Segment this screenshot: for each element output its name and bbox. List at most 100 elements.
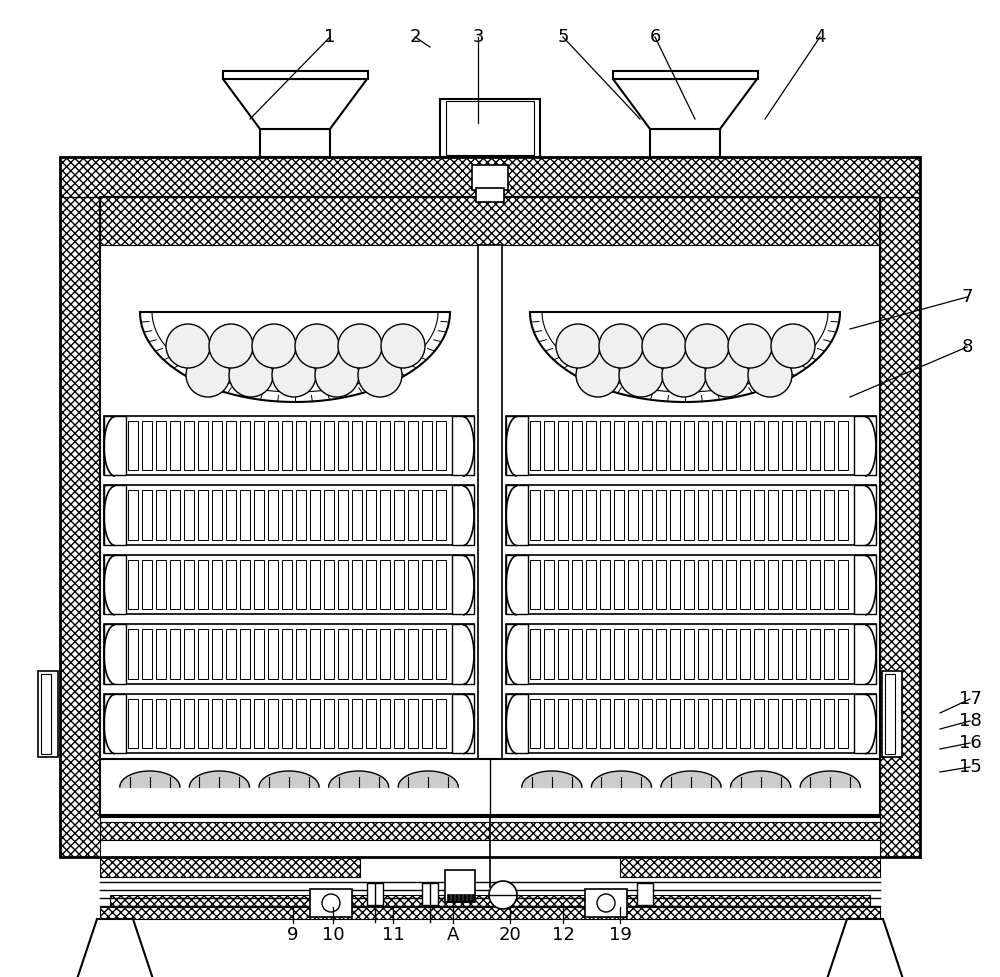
Bar <box>613 71 758 79</box>
Bar <box>338 699 348 748</box>
Bar <box>838 629 848 679</box>
Polygon shape <box>827 919 903 977</box>
Text: 6: 6 <box>649 28 661 46</box>
Bar <box>824 699 834 748</box>
Bar <box>156 490 166 540</box>
Bar <box>810 629 820 679</box>
Bar <box>100 907 880 919</box>
Bar <box>530 421 540 470</box>
Bar <box>198 560 208 610</box>
Bar <box>740 629 750 679</box>
Bar <box>452 416 474 476</box>
Bar <box>324 699 334 748</box>
Circle shape <box>642 324 686 368</box>
Bar <box>585 889 627 917</box>
Bar <box>506 416 876 476</box>
Bar <box>810 421 820 470</box>
Bar <box>544 421 554 470</box>
Circle shape <box>576 353 620 397</box>
Bar <box>768 421 778 470</box>
Bar <box>712 560 722 610</box>
Bar <box>100 197 880 817</box>
Bar <box>614 629 624 679</box>
Bar <box>296 421 306 470</box>
Bar <box>422 560 432 610</box>
Bar <box>600 490 610 540</box>
Bar <box>104 555 126 615</box>
Bar <box>506 486 876 545</box>
Bar <box>226 421 236 470</box>
Circle shape <box>229 353 273 397</box>
Bar <box>184 421 194 470</box>
Bar <box>380 421 390 470</box>
Bar <box>128 560 138 610</box>
Bar <box>254 629 264 679</box>
Bar <box>642 699 652 748</box>
Bar <box>104 624 474 684</box>
Bar <box>436 560 446 610</box>
Bar <box>212 629 222 679</box>
Bar <box>586 699 596 748</box>
Bar <box>380 490 390 540</box>
Text: 5: 5 <box>557 28 569 46</box>
Bar <box>254 490 264 540</box>
Bar <box>445 870 475 902</box>
Bar <box>854 694 876 753</box>
Bar <box>642 560 652 610</box>
Bar <box>476 188 504 202</box>
Bar <box>184 560 194 610</box>
Bar <box>142 490 152 540</box>
Bar <box>824 421 834 470</box>
Bar <box>572 490 582 540</box>
Bar <box>854 486 876 545</box>
Bar <box>156 560 166 610</box>
Bar <box>614 560 624 610</box>
Bar <box>614 490 624 540</box>
Bar <box>740 560 750 610</box>
Bar <box>838 699 848 748</box>
Bar <box>796 699 806 748</box>
Bar <box>104 694 126 753</box>
Bar <box>128 490 138 540</box>
Bar <box>642 490 652 540</box>
Text: 10: 10 <box>322 926 344 944</box>
Circle shape <box>381 324 425 368</box>
Bar <box>506 694 876 753</box>
Bar <box>422 699 432 748</box>
Bar <box>226 629 236 679</box>
Bar <box>656 490 666 540</box>
Bar <box>338 421 348 470</box>
Bar <box>712 699 722 748</box>
Bar <box>712 629 722 679</box>
Bar <box>142 699 152 748</box>
Bar <box>212 560 222 610</box>
Bar <box>698 560 708 610</box>
Bar <box>600 560 610 610</box>
Bar <box>628 560 638 610</box>
Bar <box>452 555 474 615</box>
Bar <box>740 421 750 470</box>
Bar <box>324 629 334 679</box>
Bar <box>637 883 653 905</box>
Bar <box>726 421 736 470</box>
Bar <box>380 699 390 748</box>
Bar <box>104 694 474 753</box>
Text: 12: 12 <box>552 926 574 944</box>
Circle shape <box>599 324 643 368</box>
Circle shape <box>322 894 340 912</box>
Text: 11: 11 <box>382 926 404 944</box>
Bar <box>282 699 292 748</box>
Bar <box>352 699 362 748</box>
Bar <box>455 894 458 902</box>
Bar <box>170 421 180 470</box>
Bar <box>110 895 870 907</box>
Bar <box>212 421 222 470</box>
Circle shape <box>771 324 815 368</box>
Bar <box>436 421 446 470</box>
Bar <box>656 699 666 748</box>
Bar <box>324 490 334 540</box>
Bar <box>670 560 680 610</box>
Bar <box>698 699 708 748</box>
Bar <box>628 490 638 540</box>
Bar <box>254 421 264 470</box>
